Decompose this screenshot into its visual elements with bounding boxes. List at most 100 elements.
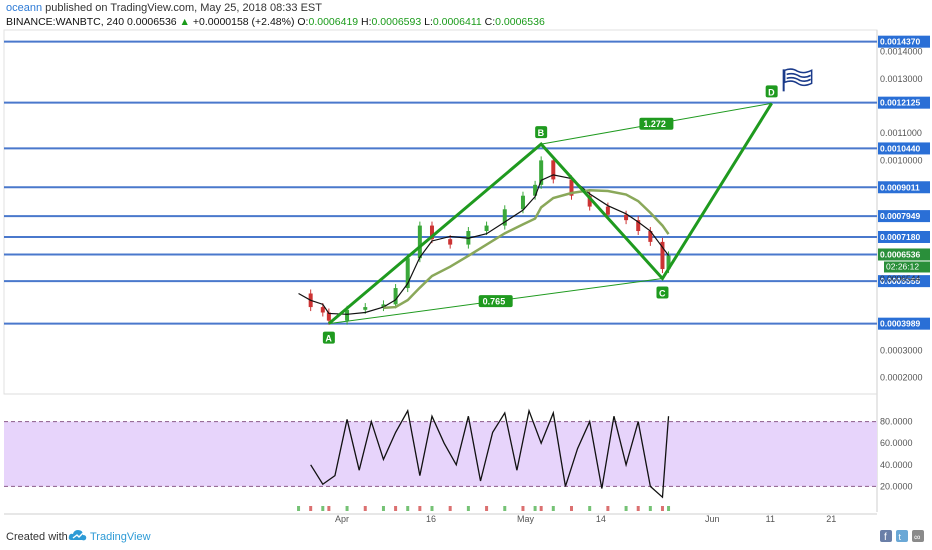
candle-body-5 <box>363 307 368 310</box>
twitter-icon[interactable]: t <box>896 530 908 542</box>
countdown-label: 02:26:12 <box>886 261 919 271</box>
volume-bar-22 <box>624 506 628 511</box>
volume-bar-20 <box>588 506 592 511</box>
candle-body-24 <box>648 231 653 242</box>
point-label-b: B <box>538 128 545 138</box>
publish-credit: oceann published on TradingView.com, May… <box>6 2 322 14</box>
volume-bar-11 <box>448 506 452 511</box>
candle-body-17 <box>539 160 544 185</box>
candle-body-7 <box>393 288 398 305</box>
volume-bar-17 <box>539 506 543 511</box>
volume-bar-0 <box>297 506 301 511</box>
level-label-5: 0.0007180 <box>880 232 920 242</box>
volume-bar-18 <box>551 506 555 511</box>
volume-bar-14 <box>503 506 507 511</box>
candle-body-26 <box>666 255 671 270</box>
point-label-c: C <box>659 289 666 299</box>
volume-bar-15 <box>521 506 525 511</box>
y-tick-label-4: 0.0003000 <box>880 346 923 356</box>
volume-bar-13 <box>485 506 489 511</box>
level-label-7: 0.0005555 <box>880 276 920 286</box>
countdown-badge <box>884 261 930 273</box>
volume-bar-21 <box>606 506 610 511</box>
level-label-1: 0.0012125 <box>880 98 920 108</box>
candle-body-14 <box>502 209 507 226</box>
y-tick-label-5: 0.0002000 <box>880 373 923 383</box>
link-icon[interactable]: ∞ <box>912 530 924 542</box>
ma-fast-line <box>298 174 670 315</box>
level-badge-7 <box>878 275 930 288</box>
ratio-label-1: 1.272 <box>643 119 666 129</box>
volume-bar-16 <box>533 506 537 511</box>
point-label-d: D <box>768 87 775 97</box>
ma-slow-line <box>383 189 670 310</box>
stoch-tick-label-0: 80.0000 <box>880 417 913 427</box>
candle-body-2 <box>320 307 325 313</box>
close-value: 0.0006536 <box>495 16 545 28</box>
candle-body-15 <box>520 195 525 210</box>
high-label: H: <box>361 16 372 28</box>
ratio-badge-0 <box>478 295 513 308</box>
x-tick-label-4: Jun <box>705 514 720 524</box>
point-badge-c <box>656 286 669 299</box>
symbol-label: BINANCE:WANBTC, 240 <box>6 16 125 28</box>
level-badge-3 <box>878 181 930 194</box>
level-badge-5 <box>878 230 930 243</box>
low-value: 0.0006411 <box>432 16 482 28</box>
volume-bar-19 <box>569 506 573 511</box>
author-link[interactable]: oceann <box>6 2 43 14</box>
stochastic-pane: 80.0000 60.0000 40.0000 20.0000 <box>4 393 913 511</box>
volume-bar-4 <box>345 506 349 511</box>
y-tick-label-3: 0.0010000 <box>880 155 923 165</box>
point-badge-d <box>765 85 778 98</box>
stoch-tick-label-3: 20.0000 <box>880 481 913 491</box>
price-chart[interactable]: 0.0014000 0.0013000 0.0011000 0.0010000 0.00… <box>0 0 932 524</box>
high-value: 0.0006593 <box>371 16 422 28</box>
low-label: L: <box>424 16 433 28</box>
candle-body-8 <box>405 258 410 289</box>
point-badge-a <box>322 331 335 344</box>
time-axis: Apr 16 May 14 Jun 11 21 <box>4 513 877 524</box>
level-label-2: 0.0010440 <box>880 143 920 153</box>
candle-body-6 <box>381 304 386 308</box>
candle-body-21 <box>605 206 610 215</box>
svg-text:f: f <box>884 532 887 543</box>
abcd-pattern-line <box>327 102 773 325</box>
ratio-label-0: 0.765 <box>483 297 506 307</box>
volume-bar-10 <box>430 506 434 511</box>
volume-bar-23 <box>636 506 640 511</box>
tradingview-brand-link[interactable]: TradingView <box>90 531 151 543</box>
candle-body-20 <box>587 195 592 207</box>
small-price-label: 0.0006544 <box>880 273 920 283</box>
volume-bar-25 <box>660 506 664 511</box>
x-tick-label-5: 11 <box>766 514 775 524</box>
stoch-tick-label-2: 40.0000 <box>880 460 913 470</box>
volume-bar-6 <box>381 506 385 511</box>
x-tick-label-3: 14 <box>596 514 606 524</box>
last-price: 0.0006536 <box>126 16 177 28</box>
volume-bar-5 <box>363 506 367 511</box>
level-badge-6 <box>878 248 930 261</box>
candle-body-10 <box>429 225 434 240</box>
candle-body-16 <box>533 184 538 196</box>
candle-body-9 <box>417 225 422 259</box>
svg-text:t: t <box>899 532 902 542</box>
level-badge-2 <box>878 142 930 155</box>
chart-header: oceann published on TradingView.com, May… <box>0 0 932 30</box>
facebook-icon[interactable]: f <box>880 530 892 543</box>
level-badge-4 <box>878 210 930 223</box>
level-label-3: 0.0009011 <box>880 182 920 192</box>
stoch-line <box>310 408 670 499</box>
volume-bar-8 <box>406 506 410 511</box>
candle-body-25 <box>660 241 665 270</box>
published-text: published on TradingView.com, May 25, 20… <box>45 2 322 14</box>
level-label-4: 0.0007949 <box>880 211 920 221</box>
candle-body-11 <box>448 239 453 245</box>
footer: Created with TradingView f t ∞ <box>0 524 932 550</box>
stoch-band <box>4 421 877 487</box>
price-pane: 0.0014000 0.0013000 0.0011000 0.0010000 0.00… <box>3 29 930 512</box>
volume-bar-24 <box>648 506 652 511</box>
y-tick-label-0: 0.0014000 <box>880 47 923 57</box>
x-tick-label-2: May <box>517 514 535 524</box>
volume-bar-9 <box>418 506 422 511</box>
